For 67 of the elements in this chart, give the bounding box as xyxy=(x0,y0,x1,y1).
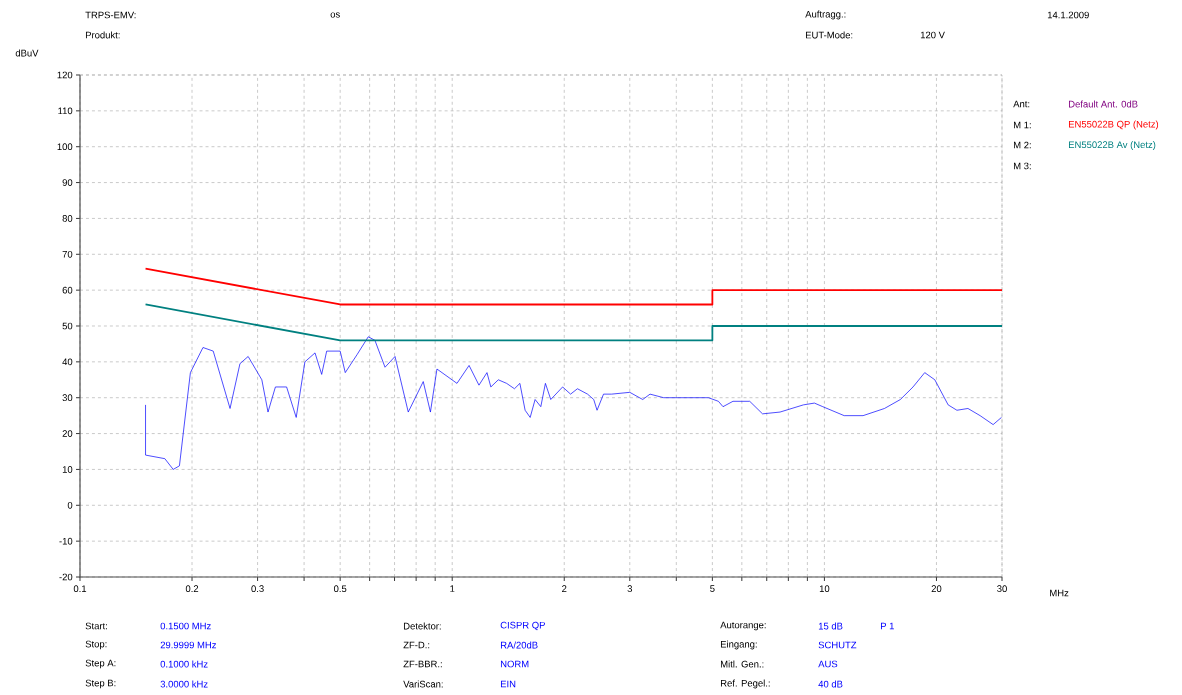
y-tick-label: 100 xyxy=(57,143,73,151)
text: VariScan: xyxy=(403,680,443,688)
y-tick-label: -20 xyxy=(59,573,73,581)
x-tick-label: 0.3 xyxy=(251,585,264,593)
text: os xyxy=(330,12,340,18)
x-tick-label: 0.2 xyxy=(185,585,199,593)
text: Produkt: xyxy=(85,31,120,39)
y-tick-label: 0 xyxy=(67,501,73,509)
x-tick-label: 0.1 xyxy=(73,585,87,593)
y-tick-label: 30 xyxy=(62,394,73,402)
text: P 1 xyxy=(880,622,894,630)
text: 15 dB xyxy=(818,622,843,630)
text: TRPS-EMV: xyxy=(85,11,136,19)
y-tick-label: -10 xyxy=(59,537,73,545)
x-tick-label: 10 xyxy=(819,585,830,593)
x-tick-label: 30 xyxy=(997,585,1007,593)
y-tick-label: 10 xyxy=(62,466,73,473)
text: 14.1.2009 xyxy=(1047,11,1089,19)
text: Detektor: xyxy=(403,622,441,630)
x-tick-label: 2 xyxy=(562,585,567,592)
y-tick-label: 80 xyxy=(62,215,73,222)
text: Auftragg.: xyxy=(805,10,846,20)
text: CISPR QP xyxy=(500,621,545,631)
y-tick-label: 50 xyxy=(62,322,73,330)
text: Eingang: xyxy=(720,640,757,650)
text: EUT-Mode: xyxy=(805,31,853,39)
text: Start: xyxy=(85,622,107,630)
x-tick-label: 20 xyxy=(931,585,942,593)
text: Step B: xyxy=(85,679,116,689)
text: RA/20dB xyxy=(500,641,538,649)
y-tick-label: 110 xyxy=(58,107,73,115)
text: 0.1500 MHz xyxy=(160,622,211,630)
y-tick-label: 40 xyxy=(62,358,73,366)
x-tick-label: 5 xyxy=(710,585,715,592)
text: AUS xyxy=(818,660,838,668)
text: EIN xyxy=(500,680,516,688)
text: Default Ant. 0dB xyxy=(1068,100,1138,108)
text: Mitl. Gen.: xyxy=(720,660,764,668)
text: Step A: xyxy=(85,659,116,669)
text: NORM xyxy=(500,660,529,668)
y-tick-label: 90 xyxy=(62,179,73,186)
text: 3.0000 kHz xyxy=(160,680,208,688)
y-tick-label: 20 xyxy=(62,430,73,437)
text: EN55022B QP (Netz) xyxy=(1068,120,1159,130)
x-tick-label: 0.5 xyxy=(333,585,347,593)
y-axis-title: dBuV xyxy=(15,49,39,57)
text: ZF-D.: xyxy=(403,641,430,649)
text: M 3: xyxy=(1013,162,1031,170)
text: Ant: xyxy=(1013,100,1030,108)
text: M 1: xyxy=(1013,121,1031,129)
text: 120 V xyxy=(920,31,945,39)
text: 29.9999 MHz xyxy=(160,641,217,649)
y-tick-label: 60 xyxy=(62,286,73,294)
y-tick-label: 120 xyxy=(57,71,73,79)
text: 40 dB xyxy=(818,680,843,688)
text: 0.1000 kHz xyxy=(160,660,208,668)
text: EN55022B Av (Netz) xyxy=(1068,141,1156,150)
text: Autorange: xyxy=(720,621,766,631)
text: M 2: xyxy=(1013,141,1031,149)
x-tick-label: 1 xyxy=(450,585,455,592)
text: Stop: xyxy=(85,640,107,650)
x-axis-title: MHz xyxy=(1050,589,1069,597)
text: ZF-BBR.: xyxy=(403,660,442,668)
text: Ref. Pegel.: xyxy=(720,679,770,689)
text: SCHUTZ xyxy=(818,641,857,649)
x-tick-label: 3 xyxy=(627,585,633,593)
y-tick-label: 70 xyxy=(62,250,73,258)
